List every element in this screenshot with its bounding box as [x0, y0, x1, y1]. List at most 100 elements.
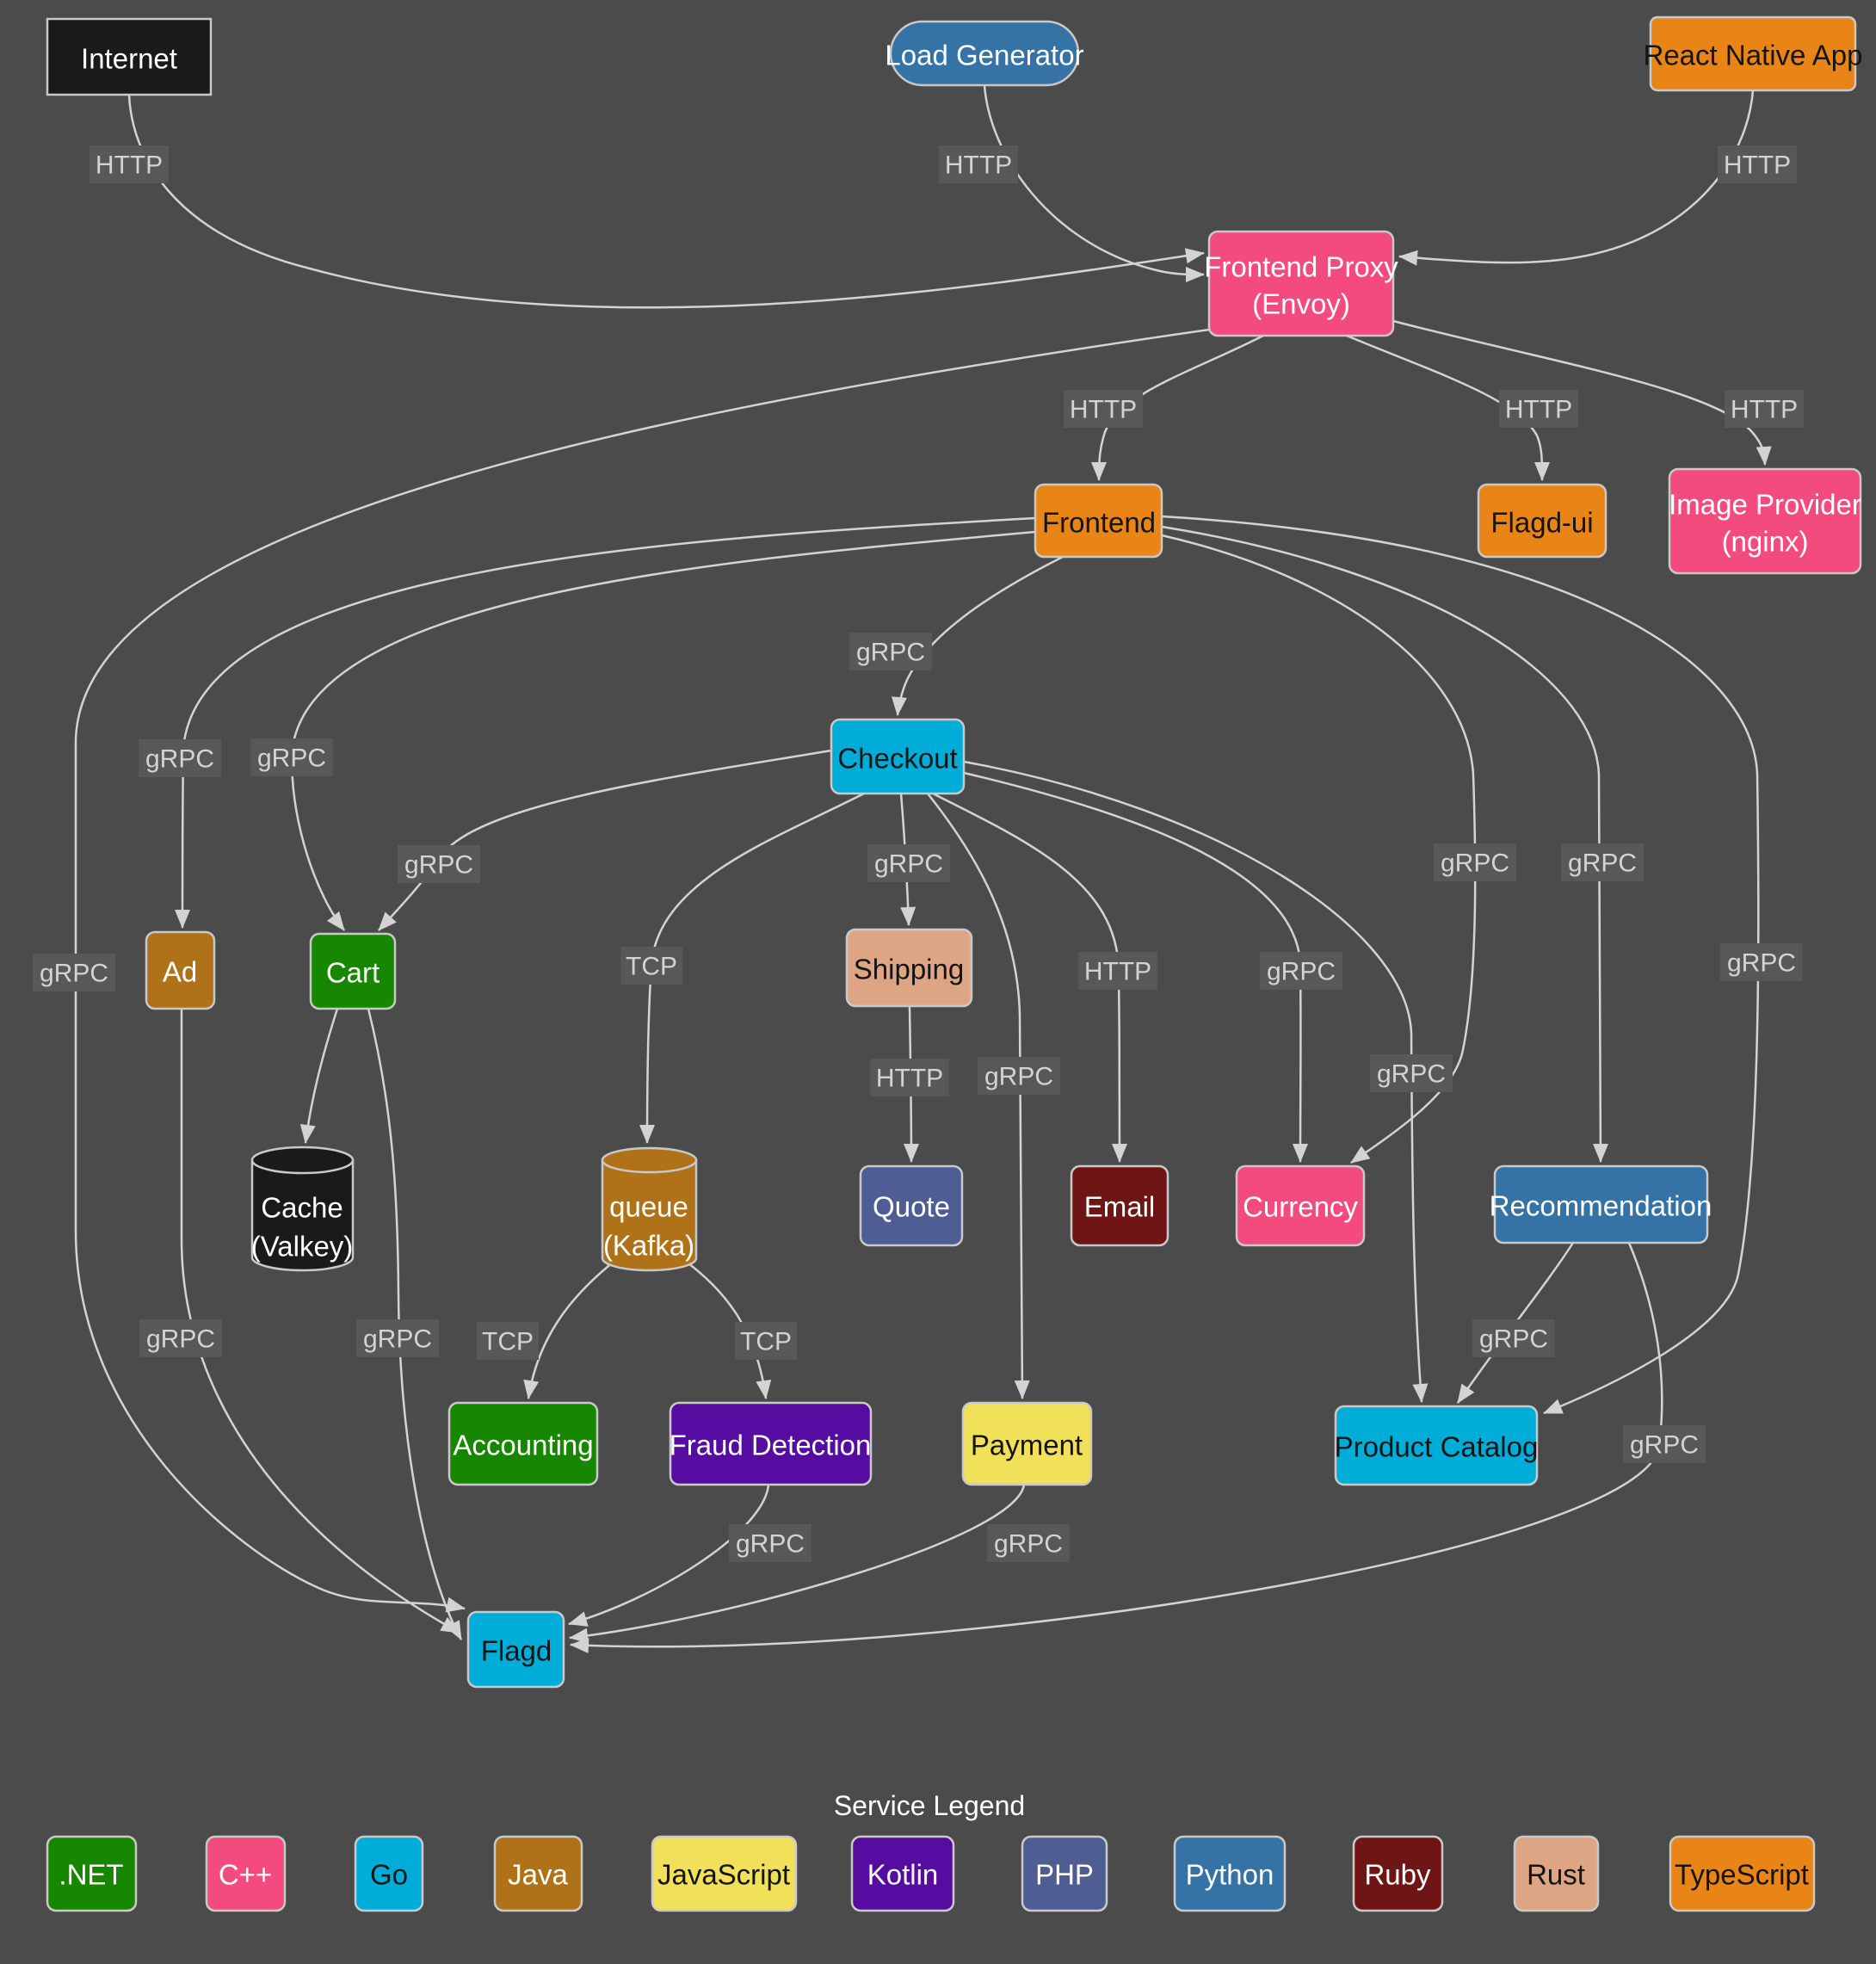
svg-text:Currency: Currency [1243, 1191, 1358, 1223]
svg-text:HTTP: HTTP [1070, 396, 1137, 424]
edge-ad-flagd [180, 1009, 460, 1634]
svg-text:Ruby: Ruby [1364, 1859, 1431, 1891]
svg-text:Email: Email [1084, 1191, 1156, 1223]
edge-label-http: HTTP [1725, 390, 1804, 428]
node-checkout: Checkout [830, 718, 966, 795]
node-image-provider: Image Provider (nginx) [1668, 467, 1862, 575]
edge-label-http: HTTP [1064, 390, 1143, 428]
svg-text:Load Generator: Load Generator [885, 40, 1083, 71]
edge-label-http: HTTP [1499, 390, 1578, 428]
edge-react-native-app-frontend-proxy [1398, 90, 1755, 266]
svg-text:JavaScript: JavaScript [657, 1859, 790, 1891]
svg-text:Flagd: Flagd [481, 1635, 552, 1667]
edge-label-grpc: gRPC [987, 1524, 1070, 1562]
edge-label-http: HTTP [1718, 145, 1797, 183]
svg-text:gRPC: gRPC [1568, 849, 1637, 878]
svg-text:(Kafka): (Kafka) [603, 1230, 694, 1262]
svg-text:Quote: Quote [873, 1191, 950, 1223]
legend-item-typescript: TypeScript [1669, 1835, 1816, 1912]
svg-text:Internet: Internet [81, 43, 177, 75]
legend-item-java: Java [493, 1835, 583, 1912]
edge-label-tcp: TCP [735, 1322, 797, 1360]
svg-text:Python: Python [1186, 1859, 1274, 1891]
node-internet: Internet [46, 17, 213, 96]
svg-text:queue: queue [609, 1191, 688, 1223]
svg-text:gRPC: gRPC [1479, 1325, 1548, 1354]
edge-label-grpc: gRPC [356, 1319, 439, 1357]
node-flagd-ui: Flagd-ui [1477, 483, 1608, 559]
svg-text:HTTP: HTTP [96, 151, 163, 180]
svg-text:TCP: TCP [626, 953, 677, 981]
edge-label-grpc: gRPC [33, 954, 115, 991]
edge-cart-flagd [367, 1008, 463, 1640]
legend-item-go: Go [354, 1835, 424, 1912]
edge-frontend-recommendation [1161, 525, 1608, 1163]
svg-text:Java: Java [508, 1859, 568, 1891]
node-queue-cylinder: queue (Kafka) [601, 1146, 698, 1272]
node-flagd: Flagd [466, 1610, 565, 1689]
edge-label-grpc: gRPC [1720, 943, 1803, 981]
node-accounting: Accounting [447, 1401, 599, 1486]
node-frontend: Frontend [1034, 483, 1163, 559]
svg-text:C++: C++ [219, 1859, 272, 1891]
svg-text:Shipping: Shipping [854, 954, 964, 985]
edge-cart-cache [299, 1008, 339, 1144]
edge-label-grpc: gRPC [1370, 1054, 1453, 1092]
edge-queue-accounting [523, 1257, 619, 1399]
node-cart: Cart [309, 932, 397, 1010]
legend-item-javascript: JavaScript [651, 1835, 798, 1912]
edge-label-grpc: gRPC [139, 1319, 222, 1357]
edge-label-http: HTTP [939, 145, 1018, 183]
svg-text:Ad: Ad [163, 956, 197, 988]
legend-title: Service Legend [834, 1790, 1025, 1821]
svg-text:gRPC: gRPC [146, 1325, 215, 1354]
edge-label-grpc: gRPC [139, 739, 221, 777]
svg-text:Rust: Rust [1527, 1859, 1585, 1891]
node-recommendation: Recommendation [1490, 1164, 1712, 1244]
legend-item-rust: Rust [1513, 1835, 1600, 1912]
edge-label-http: HTTP [89, 145, 169, 183]
svg-text:HTTP: HTTP [1505, 396, 1572, 424]
svg-text:gRPC: gRPC [1727, 949, 1796, 978]
svg-text:gRPC: gRPC [145, 745, 214, 774]
node-load-generator: Load Generator [885, 20, 1084, 87]
edge-recommendation-product-catalog [1456, 1242, 1575, 1404]
edge-frontend-product-catalog [1161, 515, 1760, 1415]
legend-item-python: Python [1173, 1835, 1287, 1912]
edge-fraud-detection-flagd [568, 1484, 770, 1627]
edge-internet-frontend-proxy [127, 94, 1205, 309]
edge-frontend-proxy-image-provider [1392, 319, 1772, 466]
edge-queue-fraud-detection [681, 1257, 772, 1399]
svg-text:Accounting: Accounting [453, 1430, 593, 1461]
edge-checkout-payment [927, 793, 1030, 1399]
edge-labels-layer: HTTP HTTP HTTP HTTP HTTP HTTP gRPC gRPC … [33, 145, 1804, 1562]
svg-text:gRPC: gRPC [1630, 1431, 1699, 1460]
edge-label-grpc: gRPC [250, 738, 333, 776]
edge-frontend-ad [175, 516, 1036, 929]
legend-item-php: PHP [1021, 1835, 1108, 1912]
node-cache-cylinder: Cache (Valkey) [251, 1146, 355, 1272]
svg-text:Fraud Detection: Fraud Detection [670, 1430, 872, 1461]
node-ad: Ad [145, 930, 216, 1010]
node-email: Email [1070, 1164, 1169, 1247]
svg-text:Flagd-ui: Flagd-ui [1490, 507, 1593, 539]
legend-item-cpp: C++ [205, 1835, 287, 1912]
svg-text:.NET: .NET [59, 1859, 123, 1891]
svg-text:gRPC: gRPC [856, 639, 925, 667]
node-react-native-app: React Native App [1644, 15, 1862, 92]
edge-load-generator-frontend-proxy [983, 84, 1205, 282]
edge-label-grpc: gRPC [398, 845, 480, 883]
svg-text:(Envoy): (Envoy) [1252, 288, 1350, 320]
node-fraud-detection: Fraud Detection [670, 1401, 873, 1486]
edge-frontend-cart [290, 530, 1036, 931]
edge-label-tcp: TCP [477, 1322, 539, 1360]
svg-text:Frontend: Frontend [1042, 507, 1156, 539]
svg-text:Checkout: Checkout [837, 743, 957, 775]
svg-text:gRPC: gRPC [40, 960, 108, 988]
node-quote: Quote [859, 1164, 964, 1247]
edge-label-grpc: gRPC [1260, 952, 1342, 990]
node-shipping: Shipping [845, 928, 973, 1008]
edge-checkout-cart [378, 749, 832, 931]
